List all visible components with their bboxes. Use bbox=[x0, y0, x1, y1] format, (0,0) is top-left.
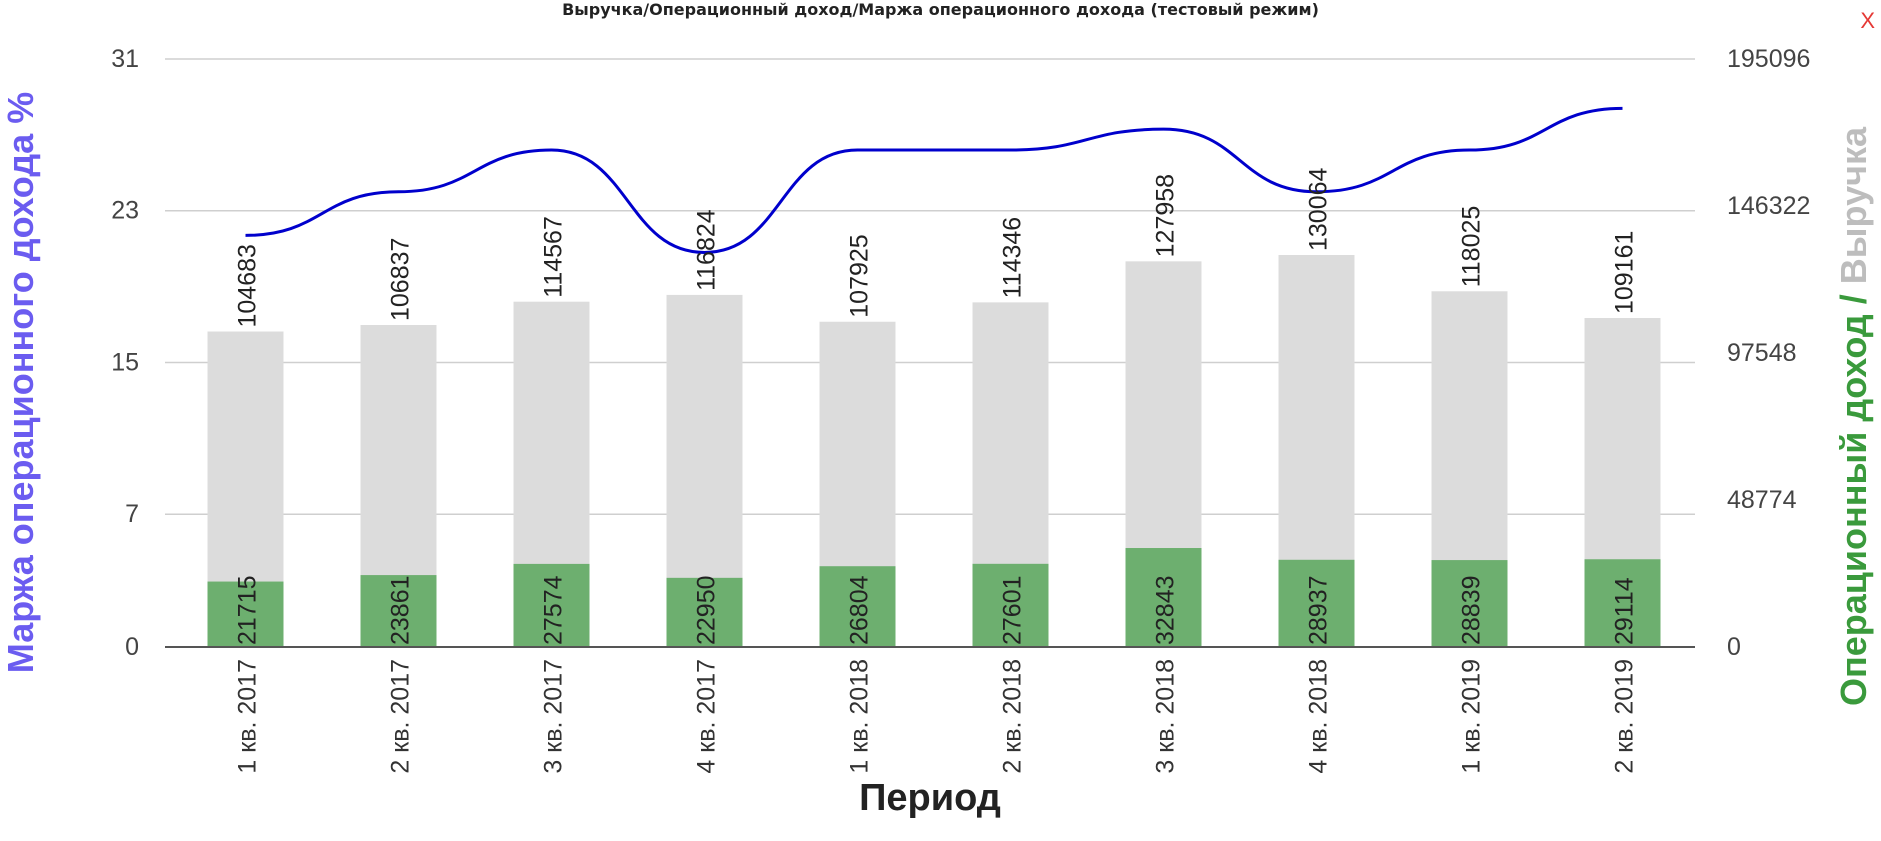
x-tick-label: 1 кв. 2017 bbox=[234, 659, 262, 774]
right-tick-label: 195096 bbox=[1727, 45, 1810, 73]
revenue-data-label: 106837 bbox=[387, 238, 415, 321]
bar-operating-income bbox=[819, 566, 896, 647]
bar-operating-income bbox=[1584, 559, 1661, 647]
operating-income-data-label: 29114 bbox=[1611, 577, 1639, 645]
x-tick-label: 2 кв. 2017 bbox=[387, 659, 415, 774]
left-tick-label: 23 bbox=[111, 197, 139, 225]
bars-layer bbox=[207, 255, 1661, 647]
x-tick-label: 2 кв. 2019 bbox=[1611, 659, 1639, 774]
chart-title: Выручка/Операционный доход/Маржа операци… bbox=[562, 0, 1319, 19]
right-tick-label: 48774 bbox=[1727, 486, 1797, 514]
revenue-data-label: 116824 bbox=[693, 209, 721, 291]
x-tick-label: 3 кв. 2017 bbox=[540, 659, 568, 774]
operating-income-data-label: 23861 bbox=[387, 575, 415, 645]
line-layer bbox=[245, 106, 1623, 254]
right-tick-label: 146322 bbox=[1727, 192, 1810, 220]
operating-income-data-label: 32843 bbox=[1152, 575, 1180, 645]
right-tick-label: 0 bbox=[1727, 633, 1741, 661]
bar-operating-income bbox=[360, 575, 437, 647]
bar-operating-income bbox=[207, 581, 284, 647]
x-tick-label: 2 кв. 2018 bbox=[999, 659, 1027, 774]
operating-income-data-label: 26804 bbox=[846, 575, 874, 645]
revenue-data-label: 107925 bbox=[846, 234, 874, 317]
right-axis-title-operating-income: Операционный доход bbox=[1833, 314, 1874, 706]
bar-operating-income bbox=[1278, 559, 1355, 647]
bar-operating-income bbox=[972, 563, 1049, 647]
revenue-data-label: 104683 bbox=[234, 244, 262, 327]
operating-income-data-label: 27601 bbox=[999, 575, 1027, 645]
x-tick-label: 4 кв. 2017 bbox=[693, 659, 721, 774]
axes-layer: 0 7 15 23 31 0 48774 97548 146322 195096 1 кв. 201… bbox=[0, 45, 1874, 819]
operating-income-data-label: 28839 bbox=[1458, 575, 1486, 645]
revenue-data-label: 130064 bbox=[1305, 167, 1333, 251]
left-tick-label: 15 bbox=[111, 348, 139, 376]
right-axis-title-revenue: Выручка bbox=[1833, 126, 1874, 284]
x-tick-label: 4 кв. 2018 bbox=[1305, 659, 1333, 774]
right-axis-title-separator: / bbox=[1833, 284, 1874, 314]
right-tick-label: 97548 bbox=[1727, 339, 1797, 367]
x-axis-title: Период bbox=[859, 777, 1001, 819]
operating-income-data-label: 21715 bbox=[234, 575, 262, 645]
left-tick-label: 0 bbox=[125, 633, 139, 661]
bar-operating-income bbox=[1431, 560, 1508, 647]
bar-operating-income bbox=[666, 577, 743, 647]
left-tick-label: 31 bbox=[111, 45, 139, 73]
left-tick-label: 7 bbox=[125, 500, 139, 528]
bar-operating-income bbox=[513, 563, 590, 647]
revenue-data-label: 118025 bbox=[1458, 206, 1486, 288]
close-icon[interactable]: X bbox=[1860, 8, 1875, 33]
operating-income-data-label: 28937 bbox=[1305, 575, 1333, 645]
right-axis-title: Операционный доход / Выручка bbox=[1833, 126, 1874, 706]
labels-layer: 104683 21715 106837 23861 114567 27574 116824 2… bbox=[234, 167, 1639, 645]
revenue-data-label: 114346 bbox=[999, 217, 1027, 299]
x-tick-label: 1 кв. 2019 bbox=[1458, 659, 1486, 774]
operating-income-data-label: 27574 bbox=[540, 575, 568, 645]
operating-income-data-label: 22950 bbox=[693, 575, 721, 645]
left-axis-title: Маржа операционного дохода % bbox=[0, 92, 41, 673]
x-tick-label: 1 кв. 2018 bbox=[846, 659, 874, 774]
margin-line bbox=[245, 106, 1623, 254]
revenue-data-label: 114567 bbox=[540, 216, 568, 298]
revenue-data-label: 127958 bbox=[1152, 174, 1180, 257]
bar-operating-income bbox=[1125, 548, 1202, 647]
revenue-data-label: 109161 bbox=[1611, 231, 1639, 314]
x-tick-label: 3 кв. 2018 bbox=[1152, 659, 1180, 774]
